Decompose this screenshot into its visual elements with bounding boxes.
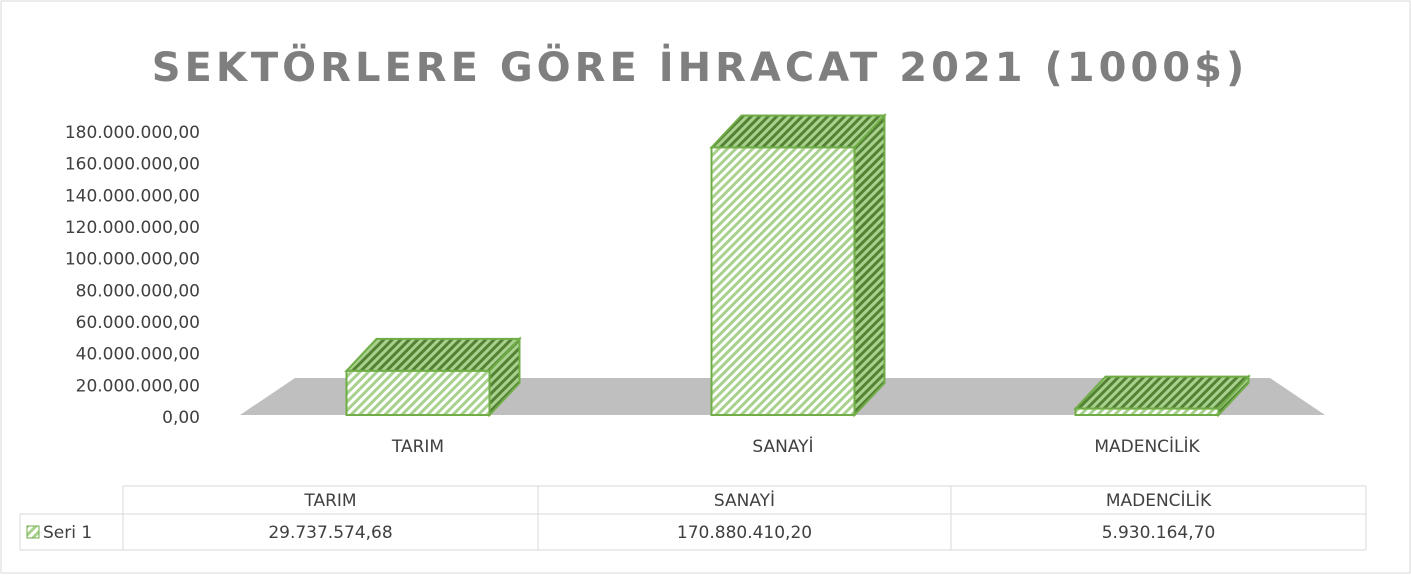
table-header: TARIM <box>303 491 356 511</box>
bar <box>710 146 856 416</box>
x-tick-label: TARIM <box>391 437 444 457</box>
y-tick-label: 60.000.000,00 <box>76 313 200 333</box>
y-tick-label: 140.000.000,00 <box>65 186 200 206</box>
legend-label: Seri 1 <box>43 523 92 543</box>
y-tick-label: 160.000.000,00 <box>65 155 200 175</box>
y-tick-label: 180.000.000,00 <box>65 123 200 143</box>
y-tick-label: 20.000.000,00 <box>76 376 200 396</box>
bar-side <box>853 112 886 418</box>
bar <box>1074 407 1220 416</box>
table-header: SANAYİ <box>714 490 775 511</box>
table-header: MADENCİLİK <box>1106 490 1212 511</box>
x-tick-label: SANAYİ <box>752 436 813 457</box>
x-tick-label: MADENCİLİK <box>1094 436 1200 457</box>
y-tick-label: 100.000.000,00 <box>65 250 200 270</box>
y-tick-label: 40.000.000,00 <box>76 345 200 365</box>
table-value: 5.930.164,70 <box>1102 523 1216 543</box>
legend-key <box>26 525 40 539</box>
table-value: 29.737.574,68 <box>268 523 392 543</box>
y-tick-label: 80.000.000,00 <box>76 281 200 301</box>
chart-title: SEKTÖRLERE GÖRE İHRACAT 2021 (1000$) <box>152 43 1248 91</box>
y-tick-label: 120.000.000,00 <box>65 218 200 238</box>
table-value: 170.880.410,20 <box>677 523 812 543</box>
bar <box>345 369 491 416</box>
y-tick-label: 0,00 <box>162 408 200 428</box>
